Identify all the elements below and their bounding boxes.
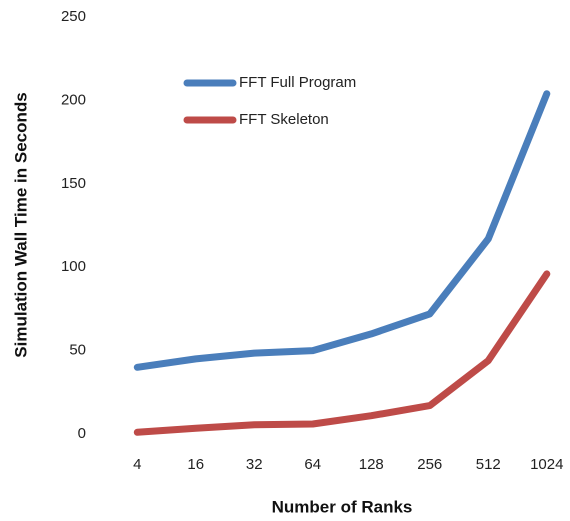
x-tick-label: 4 [133,456,141,473]
series-line [133,90,551,371]
x-tick-label: 64 [304,456,321,473]
y-tick-label: 250 [61,8,86,25]
y-tick-label: 150 [61,175,86,192]
legend-label: FFT Skeleton [239,111,329,128]
y-tick-label: 50 [69,342,86,359]
x-tick-label: 32 [246,456,263,473]
x-tick-label: 16 [187,456,204,473]
y-axis-title: Simulation Wall Time in Seconds [11,92,30,357]
x-tick-label: 512 [476,456,501,473]
y-tick-label: 100 [61,258,86,275]
series-line [133,270,551,436]
x-tick-label: 256 [417,456,442,473]
legend-label: FFT Full Program [239,74,356,91]
x-axis-title: Number of Ranks [272,497,413,516]
x-tick-label: 1024 [530,456,563,473]
y-tick-label: 0 [78,425,86,442]
x-tick-label: 128 [359,456,384,473]
y-tick-label: 200 [61,91,86,108]
